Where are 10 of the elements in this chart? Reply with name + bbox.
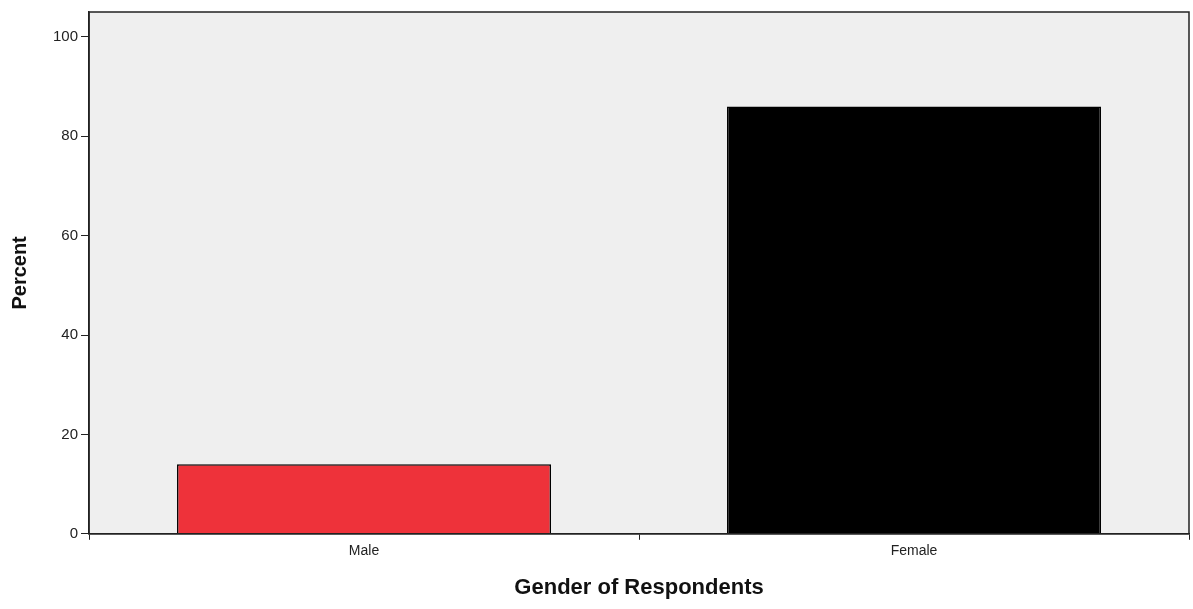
x-tick-label: Male [348,542,380,559]
x-tick-label: Female [890,542,938,559]
y-axis-title: Percent [7,235,30,310]
x-axis-title: Gender of Respondents [514,573,764,599]
y-tick-label: 20 [61,424,79,442]
y-tick-label: 60 [61,225,79,243]
y-tick-label: 80 [61,126,79,144]
y-tick-label: 0 [69,523,79,541]
y-tick-label: 100 [53,26,79,44]
y-tick-label: 40 [61,325,79,343]
